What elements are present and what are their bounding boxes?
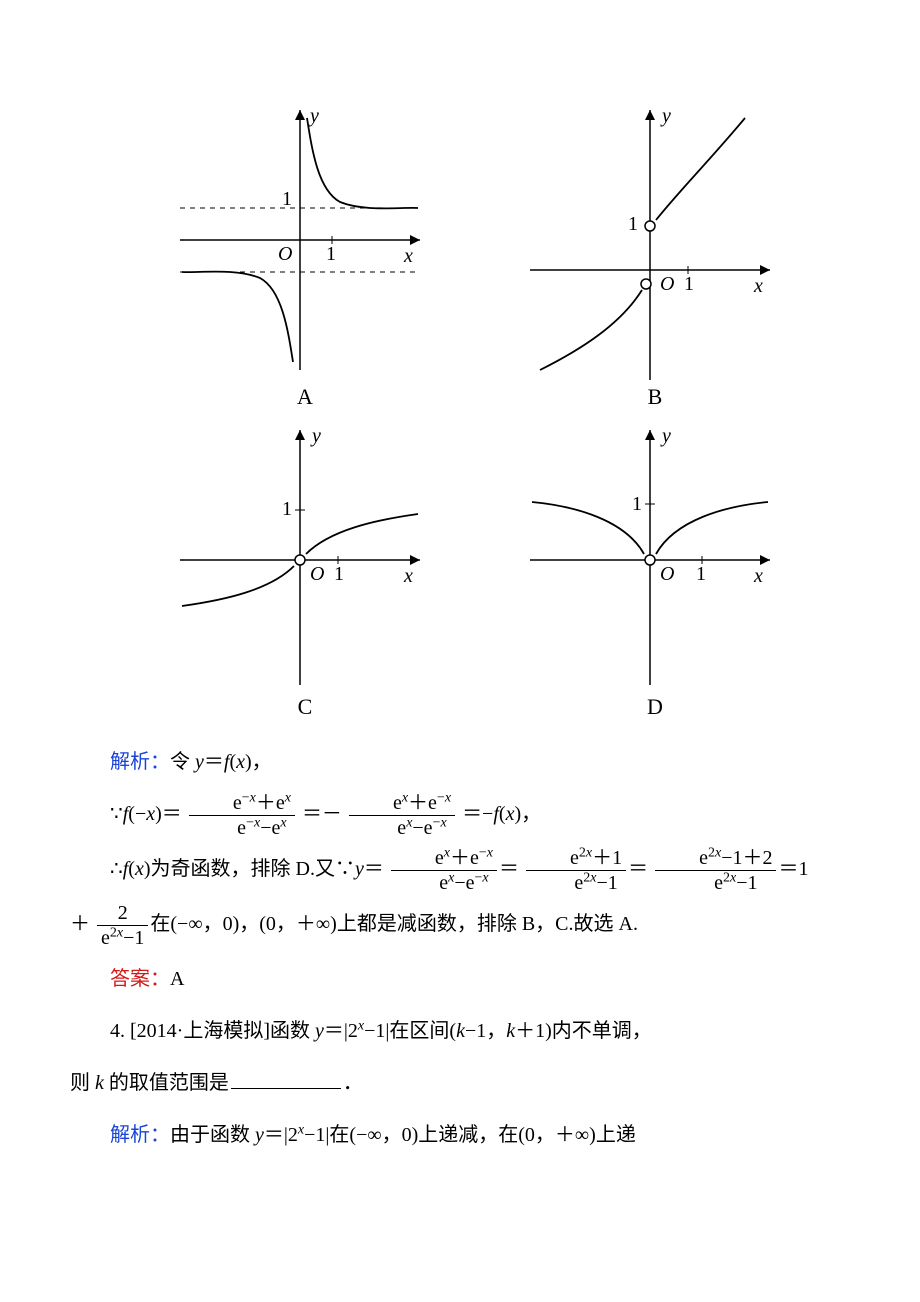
blank-fill [231, 1088, 341, 1089]
svg-text:O: O [660, 273, 674, 295]
graph-b: O 1 x y 1 B [480, 90, 830, 410]
t1: 令 [170, 751, 195, 773]
graph-d-label: D [480, 694, 830, 720]
solution-line-3: ∴f(x)为奇函数，排除 D.又∵y＝ ex＋e−x ex−e−x ＝ e2x＋… [70, 847, 850, 894]
frac-3: ex＋e−x ex−e−x [391, 847, 497, 894]
svg-text:O: O [278, 243, 292, 265]
frac-1: e−x＋ex e−x−ex [189, 792, 295, 839]
graph-c-label: C [130, 694, 480, 720]
graph-b-label: B [480, 384, 830, 410]
solution-line-4: ＋ 2 e2x−1 在(−∞，0)，(0，＋∞)上都是减函数，排除 B，C.故选… [70, 902, 850, 949]
graph-c: O 1 x y 1 C [130, 410, 480, 720]
therefore-1: ∴ [110, 858, 123, 880]
graph-grid: O 1 x y 1 A O 1 x [130, 90, 830, 720]
q4-line-2: 则 k 的取值范围是． [70, 1061, 850, 1105]
page: O 1 x y 1 A O 1 x [0, 0, 920, 1205]
answer-line: 答案：A [70, 957, 850, 1001]
svg-text:O: O [310, 563, 324, 585]
because-1: ∵ [110, 803, 123, 825]
answer-label: 答案： [110, 968, 170, 990]
svg-text:y: y [660, 425, 671, 447]
frac-5: e2x−1＋2 e2x−1 [655, 847, 776, 894]
svg-text:y: y [660, 105, 671, 127]
svg-text:y: y [310, 425, 321, 447]
svg-text:x: x [403, 245, 413, 267]
q4-line-1: 4. [2014·上海模拟]函数 y＝|2x−1|在区间(k−1，k＋1)内不单… [70, 1009, 850, 1053]
graph-b-svg: O 1 x y 1 [510, 90, 800, 390]
answer-val: A [170, 968, 184, 990]
graph-a-svg: O 1 x y 1 [160, 90, 450, 390]
svg-text:1: 1 [334, 563, 344, 585]
svg-text:O: O [660, 563, 674, 585]
frac-2: ex＋e−x ex−e−x [349, 792, 455, 839]
tail2: 在(−∞，0)，(0，＋∞)上都是减函数，排除 B，C.故选 A. [150, 913, 638, 935]
svg-text:1: 1 [326, 243, 336, 265]
graph-c-svg: O 1 x y 1 [160, 410, 450, 700]
solution-line-2: ∵f(−x)＝ e−x＋ex e−x−ex ＝－ ex＋e−x ex−e−x ＝… [70, 792, 850, 839]
q4-solution: 解析：由于函数 y＝|2x−1|在(−∞，0)上递减，在(0，＋∞)上递 [70, 1113, 850, 1157]
graph-d: O 1 x y 1 D [480, 410, 830, 720]
svg-text:1: 1 [684, 273, 694, 295]
svg-text:x: x [403, 565, 413, 587]
q4-head: 4. [2014·上海模拟]函数 [110, 1020, 315, 1042]
frac-6: 2 e2x−1 [97, 902, 148, 949]
svg-text:x: x [753, 565, 763, 587]
frac-4: e2x＋1 e2x−1 [526, 847, 626, 894]
svg-text:1: 1 [696, 563, 706, 585]
jiexi-label: 解析： [110, 751, 170, 773]
graph-a-label: A [130, 384, 480, 410]
svg-text:x: x [753, 275, 763, 297]
solution-line-1: 解析：令 y＝f(x)， [70, 740, 850, 784]
svg-text:1: 1 [282, 498, 292, 520]
svg-text:1: 1 [632, 493, 642, 515]
svg-text:1: 1 [282, 188, 292, 210]
svg-text:y: y [308, 105, 319, 127]
q4-jiexi-label: 解析： [110, 1124, 170, 1146]
svg-text:1: 1 [628, 213, 638, 235]
graph-a: O 1 x y 1 A [130, 90, 480, 410]
graph-d-svg: O 1 x y 1 [510, 410, 800, 700]
